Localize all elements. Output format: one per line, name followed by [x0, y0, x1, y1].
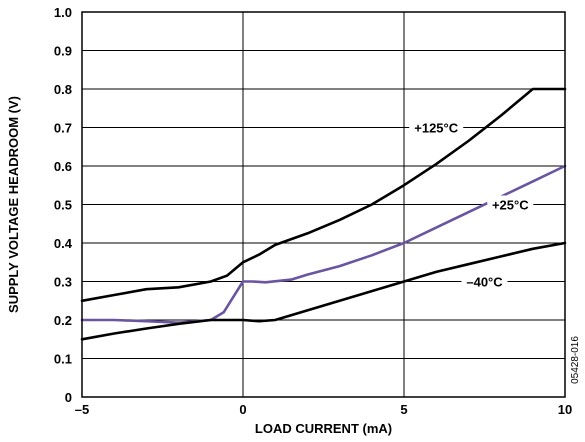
x-tick-labels: –5 0 5 10	[75, 402, 572, 417]
x-tick-label: 10	[558, 402, 572, 417]
y-tick-label: 0.1	[54, 352, 72, 367]
series-lines	[80, 87, 567, 341]
annotation-bg-0	[409, 118, 464, 137]
annotation-bg-1	[487, 195, 534, 214]
annotation-label-0: +125°C	[414, 121, 458, 136]
y-tick-label: 0.9	[54, 44, 72, 59]
y-tick-label: 0.6	[54, 159, 72, 174]
x-axis-label: LOAD CURRENT (mA)	[255, 421, 392, 436]
y-tick-label: 0	[65, 390, 72, 405]
y-tick-label: 0.2	[54, 313, 72, 328]
y-tick-label: 0.8	[54, 82, 72, 97]
plot-frame	[81, 11, 566, 398]
y-tick-label: 1.0	[54, 5, 72, 20]
figure-id: 05428-016	[570, 336, 581, 384]
x-tick-label: 0	[239, 402, 246, 417]
y-tick-label: 0.5	[54, 198, 72, 213]
x-tick-label: –5	[75, 402, 89, 417]
y-tick-label: 0.4	[54, 236, 73, 251]
series-line-1	[80, 164, 567, 325]
y-tick-label: 0.3	[54, 275, 72, 290]
annotation-label-2: –40°C	[466, 275, 503, 290]
series-line-0	[80, 87, 567, 303]
annotation-bg-2	[461, 272, 508, 291]
series-line-2	[80, 241, 567, 341]
y-axis-label: SUPPLY VOLTAGE HEADROOM (V)	[6, 96, 21, 313]
y-tick-labels: 0 0.1 0.2 0.3 0.4 0.5 0.6 0.7 0.8 0.9 1.0	[54, 5, 73, 405]
series-annotations: +125°C +25°C –40°C	[409, 118, 534, 291]
annotation-label-1: +25°C	[492, 198, 529, 213]
y-tick-label: 0.7	[54, 121, 72, 136]
x-tick-label: 5	[400, 402, 407, 417]
